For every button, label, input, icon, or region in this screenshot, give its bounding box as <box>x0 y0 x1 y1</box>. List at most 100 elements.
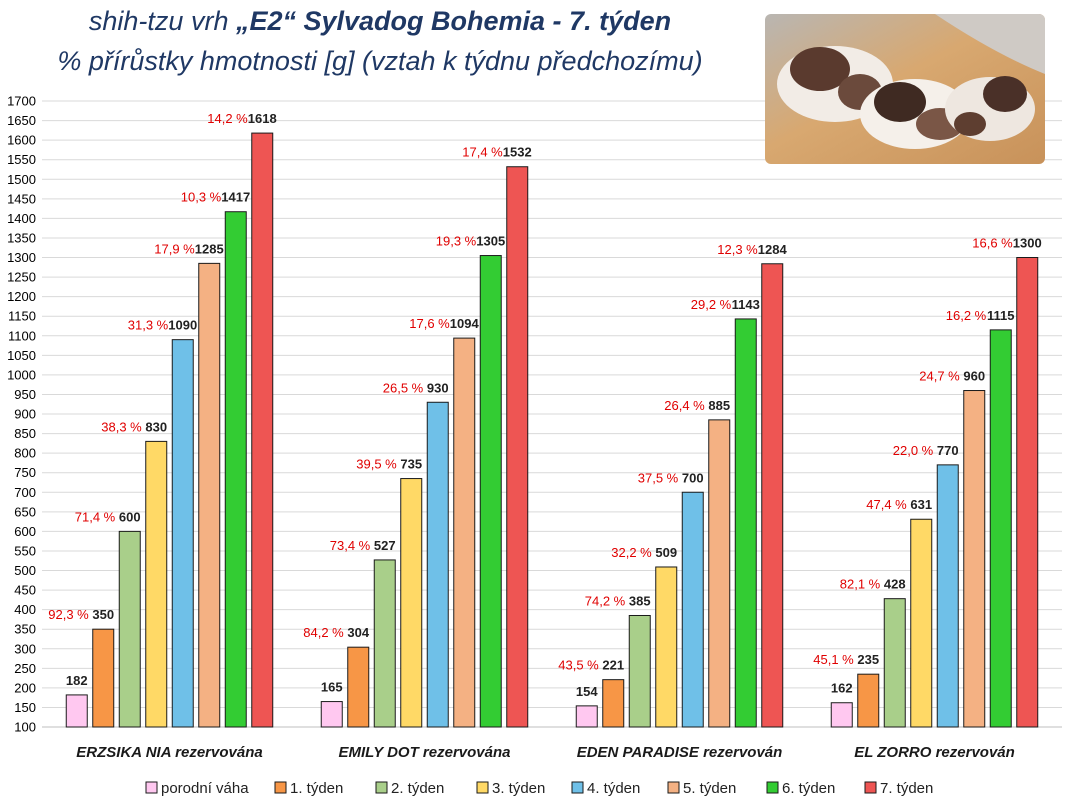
legend-label: 4. týden <box>587 780 640 797</box>
bar <box>198 262 221 728</box>
bar <box>963 390 986 728</box>
growth-percent-label: 22,0 % <box>893 443 934 458</box>
growth-percent-label: 12,3 % <box>717 242 758 257</box>
legend-label: 6. týden <box>782 780 835 797</box>
bar-value-label: 154 <box>576 684 598 699</box>
growth-percent-label: 31,3 % <box>128 318 169 333</box>
legend-label: 1. týden <box>290 780 343 797</box>
legend-swatch <box>145 781 158 794</box>
y-tick-label: 950 <box>14 387 36 402</box>
legend-label: porodní váha <box>161 780 249 797</box>
growth-percent-label: 29,2 % <box>691 297 732 312</box>
bar <box>506 166 529 728</box>
bar <box>320 701 343 728</box>
bar-value-label: 631 <box>910 497 932 512</box>
y-tick-label: 300 <box>14 641 36 656</box>
bar-value-label: 930 <box>427 380 449 395</box>
bar-value-label: 1094 <box>450 316 480 331</box>
y-tick-label: 400 <box>14 602 36 617</box>
bar-value-label: 1532 <box>503 145 532 160</box>
y-tick-label: 650 <box>14 504 36 519</box>
x-category-label: EMILY DOT rezervována <box>338 744 510 761</box>
legend-swatch <box>571 781 584 794</box>
bar <box>400 478 423 728</box>
y-tick-label: 1650 <box>7 113 36 128</box>
y-tick-label: 1400 <box>7 211 36 226</box>
growth-percent-label: 74,2 % <box>585 593 626 608</box>
chart-title: shih-tzu vrh „E2“ Sylvadog Bohemia - 7. … <box>0 6 760 37</box>
y-tick-label: 1550 <box>7 152 36 167</box>
bar-value-label: 1090 <box>168 318 197 333</box>
legend-swatch <box>476 781 489 794</box>
growth-percent-label: 26,5 % <box>383 380 424 395</box>
bar-value-label: 830 <box>145 419 167 434</box>
y-tick-label: 1600 <box>7 133 36 148</box>
bar <box>708 419 731 728</box>
bar-value-label: 221 <box>602 658 624 673</box>
y-tick-label: 850 <box>14 426 36 441</box>
y-tick-label: 1450 <box>7 191 36 206</box>
bar <box>171 339 194 728</box>
bar-value-label: 165 <box>321 680 343 695</box>
y-tick-label: 1050 <box>7 348 36 363</box>
y-tick-label: 750 <box>14 465 36 480</box>
bar-value-label: 162 <box>831 681 853 696</box>
y-tick-label: 500 <box>14 563 36 578</box>
bar <box>989 329 1012 728</box>
growth-percent-label: 82,1 % <box>840 577 881 592</box>
bar-value-label: 235 <box>857 652 879 667</box>
bar-value-label: 600 <box>119 509 141 524</box>
bar-value-label: 1618 <box>248 111 277 126</box>
bar <box>224 211 247 728</box>
bar <box>347 646 370 728</box>
legend-swatch <box>864 781 877 794</box>
y-tick-label: 250 <box>14 661 36 676</box>
growth-percent-label: 39,5 % <box>356 457 397 472</box>
growth-percent-label: 47,4 % <box>866 497 907 512</box>
growth-percent-label: 10,3 % <box>181 190 222 205</box>
y-tick-label: 1150 <box>8 309 36 324</box>
legend-swatch <box>274 781 287 794</box>
y-tick-label: 900 <box>14 407 36 422</box>
bar-value-label: 182 <box>66 673 88 688</box>
y-tick-label: 1350 <box>7 230 36 245</box>
bar <box>145 440 168 728</box>
bar <box>734 318 757 728</box>
bar <box>602 679 625 728</box>
bar-value-label: 700 <box>682 470 704 485</box>
growth-percent-label: 73,4 % <box>330 538 371 553</box>
bar <box>910 518 933 728</box>
growth-percent-label: 92,3 % <box>48 607 89 622</box>
bar-value-label: 1305 <box>476 234 505 249</box>
bar <box>453 337 476 728</box>
y-tick-label: 700 <box>14 485 36 500</box>
title-litter-name: „E2“ Sylvadog Bohemia - 7. týden <box>235 6 672 36</box>
legend-swatch <box>375 781 388 794</box>
y-tick-label: 600 <box>14 524 36 539</box>
bar-value-label: 885 <box>708 398 730 413</box>
y-tick-label: 100 <box>14 720 36 735</box>
y-tick-label: 1200 <box>7 289 36 304</box>
growth-percent-label: 71,4 % <box>75 509 116 524</box>
y-tick-label: 150 <box>14 700 36 715</box>
bar <box>857 673 880 728</box>
growth-percent-label: 17,9 % <box>154 241 195 256</box>
bar-value-label: 960 <box>963 369 985 384</box>
bar <box>65 694 88 728</box>
x-category-label: EL ZORRO rezervován <box>854 744 1015 761</box>
y-tick-label: 1000 <box>7 367 36 382</box>
y-tick-label: 1100 <box>8 328 36 343</box>
growth-percent-label: 16,2 % <box>946 308 987 323</box>
growth-percent-label: 19,3 % <box>436 234 477 249</box>
growth-percent-label: 14,2 % <box>207 111 248 126</box>
bar-value-label: 527 <box>374 538 396 553</box>
bar <box>761 263 784 728</box>
bar <box>655 566 678 728</box>
bar-value-label: 1285 <box>195 241 224 256</box>
growth-percent-label: 32,2 % <box>611 545 652 560</box>
bar-value-label: 428 <box>884 577 906 592</box>
bar <box>830 702 853 728</box>
x-category-label: ERZSIKA NIA rezervována <box>76 744 262 761</box>
bar-value-label: 509 <box>655 545 677 560</box>
